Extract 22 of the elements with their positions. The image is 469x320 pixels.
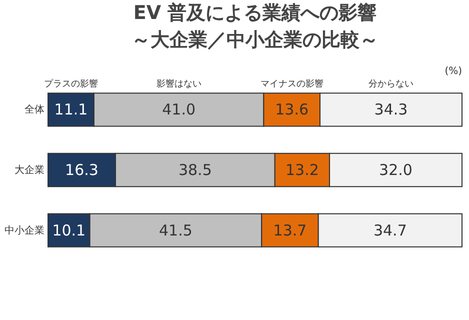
data-label: 16.3 (65, 161, 98, 179)
y-tick-label: 全体 (24, 104, 44, 116)
data-label: 34.3 (374, 100, 408, 119)
data-label: 13.2 (285, 161, 319, 179)
series-label: プラスの影響 (44, 78, 98, 90)
data-label: 38.5 (178, 161, 212, 179)
chart-title: EV 普及による業績への影響 (133, 2, 377, 24)
data-label: 11.1 (54, 100, 88, 119)
series-label: 影響はない (156, 78, 202, 90)
y-tick-label: 大企業 (14, 164, 44, 176)
data-label: 10.1 (52, 221, 86, 240)
data-label: 41.5 (159, 221, 192, 240)
data-label: 41.0 (162, 100, 196, 119)
data-label: 34.7 (373, 221, 407, 240)
data-label: 13.7 (273, 221, 307, 240)
data-label: 32.0 (379, 161, 412, 179)
chart-subtitle: ～大企業／中小企業の比較～ (132, 29, 378, 51)
y-tick-label: 中小企業 (4, 224, 44, 236)
text: (%) (444, 66, 462, 77)
data-label: 13.6 (275, 100, 309, 119)
series-label: マイナスの影響 (260, 78, 324, 90)
series-label: 分からない (368, 78, 414, 90)
